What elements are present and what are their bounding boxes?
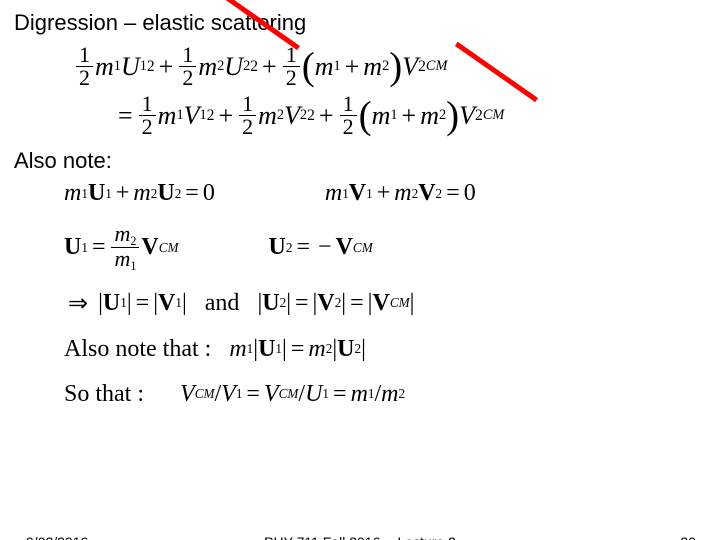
momentum-block: m1 U1 + m2 U2 = 0 m1 V1 + m2 V2 = 0 U1 = xyxy=(64,178,706,408)
slide-root: Digression – elastic scattering 12 m1 U1… xyxy=(0,0,720,540)
heading-digression: Digression – elastic scattering xyxy=(14,10,706,36)
eq-mom-u: m1 U1 + m2 U2 = 0 xyxy=(64,180,215,207)
eq-u1: U1 = m2 m1 VCM xyxy=(64,223,179,273)
eq-also-note-that: Also note that : m1 U1 = m2 U2 xyxy=(64,336,706,363)
eq-magnitudes: ⇒ U1 = V1 and U2 = V2 = VCM xyxy=(64,289,706,318)
heading-also-note: Also note: xyxy=(14,148,706,174)
footer-center: PHY 711 Fall 2016 -- Lecture 2 xyxy=(0,534,720,540)
eq-u2: U2 = − VCM xyxy=(269,223,373,273)
eq-mom-v: m1 V1 + m2 V2 = 0 xyxy=(325,180,476,207)
energy-equation: 12 m1 U12 + 12 m2 U22 + 12 ( m1 + m2 ) V… xyxy=(74,44,706,138)
eq-line-1: 12 m1 U12 + 12 m2 U22 + 12 ( m1 + m2 ) V… xyxy=(74,44,706,89)
eq-line-2: = 12 m1 V12 + 12 m2 V22 + 12 ( m1 + m2 )… xyxy=(114,93,706,138)
footer-page: 20 xyxy=(680,534,696,540)
eq-so-that: So that : VCM / V1 = VCM / U1 = m1 / m2 xyxy=(64,381,706,408)
